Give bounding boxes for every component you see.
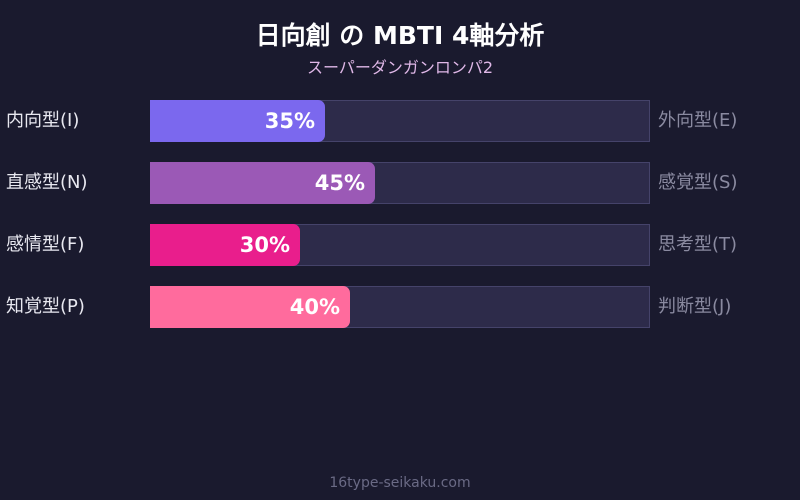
percent-label: 40% xyxy=(289,295,340,319)
right-trait-label: 思考型(T) xyxy=(658,234,738,255)
percent-label: 30% xyxy=(239,233,290,257)
axis-row: 知覚型(P) 40% 判断型(J) xyxy=(0,286,800,328)
right-trait-label: 判断型(J) xyxy=(658,296,732,317)
left-trait-label: 知覚型(P) xyxy=(6,296,85,317)
bar-fill: 35% xyxy=(150,100,325,142)
left-trait-label: 感情型(F) xyxy=(6,234,85,255)
axis-row: 直感型(N) 45% 感覚型(S) xyxy=(0,162,800,204)
chart-title: 日向創 の MBTI 4軸分析 xyxy=(255,21,545,50)
right-trait-label: 外向型(E) xyxy=(658,110,738,131)
footer-site: 16type-seikaku.com xyxy=(329,475,471,491)
axis-row: 感情型(F) 30% 思考型(T) xyxy=(0,224,800,266)
left-trait-label: 内向型(I) xyxy=(6,110,80,131)
left-trait-label: 直感型(N) xyxy=(6,172,88,193)
axis-row: 内向型(I) 35% 外向型(E) xyxy=(0,100,800,142)
right-trait-label: 感覚型(S) xyxy=(658,172,738,193)
percent-label: 45% xyxy=(314,171,365,195)
chart-subtitle: スーパーダンガンロンパ2 xyxy=(306,58,494,77)
bar-fill: 40% xyxy=(150,286,350,328)
bar-fill: 30% xyxy=(150,224,300,266)
percent-label: 35% xyxy=(264,109,315,133)
bar-fill: 45% xyxy=(150,162,375,204)
